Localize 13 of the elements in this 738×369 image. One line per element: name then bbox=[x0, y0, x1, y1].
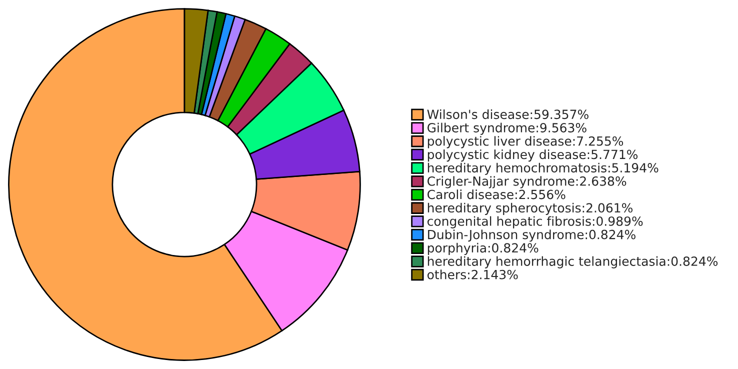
legend-label: hereditary spherocytosis:2.061% bbox=[428, 202, 633, 215]
legend-label: others:2.143% bbox=[427, 270, 518, 280]
legend-label: Caroli disease:2.556% bbox=[428, 190, 566, 200]
legend-label: Gilbert syndrome:9.563% bbox=[428, 122, 586, 135]
legend-label: porphyria:0.824% bbox=[428, 242, 538, 256]
legend-label: hereditary hemorrhagic telangiectasia:0.824% bbox=[428, 256, 718, 268]
legend-label: polycystic kidney disease:5.771% bbox=[428, 149, 638, 162]
legend-label: Crigler-Najjar syndrome:2.638% bbox=[428, 176, 626, 188]
legend-label: Dubin-Johnson syndrome:0.824% bbox=[428, 230, 636, 242]
legend-label: Wilson's disease:59.357% bbox=[427, 109, 588, 120]
legend-label: hereditary hemochromatosis:5.194% bbox=[428, 162, 658, 175]
legend-label: congenital hepatic fibrosis:0.989% bbox=[427, 216, 643, 228]
legend-label: polycystic liver disease:7.255% bbox=[428, 136, 624, 148]
